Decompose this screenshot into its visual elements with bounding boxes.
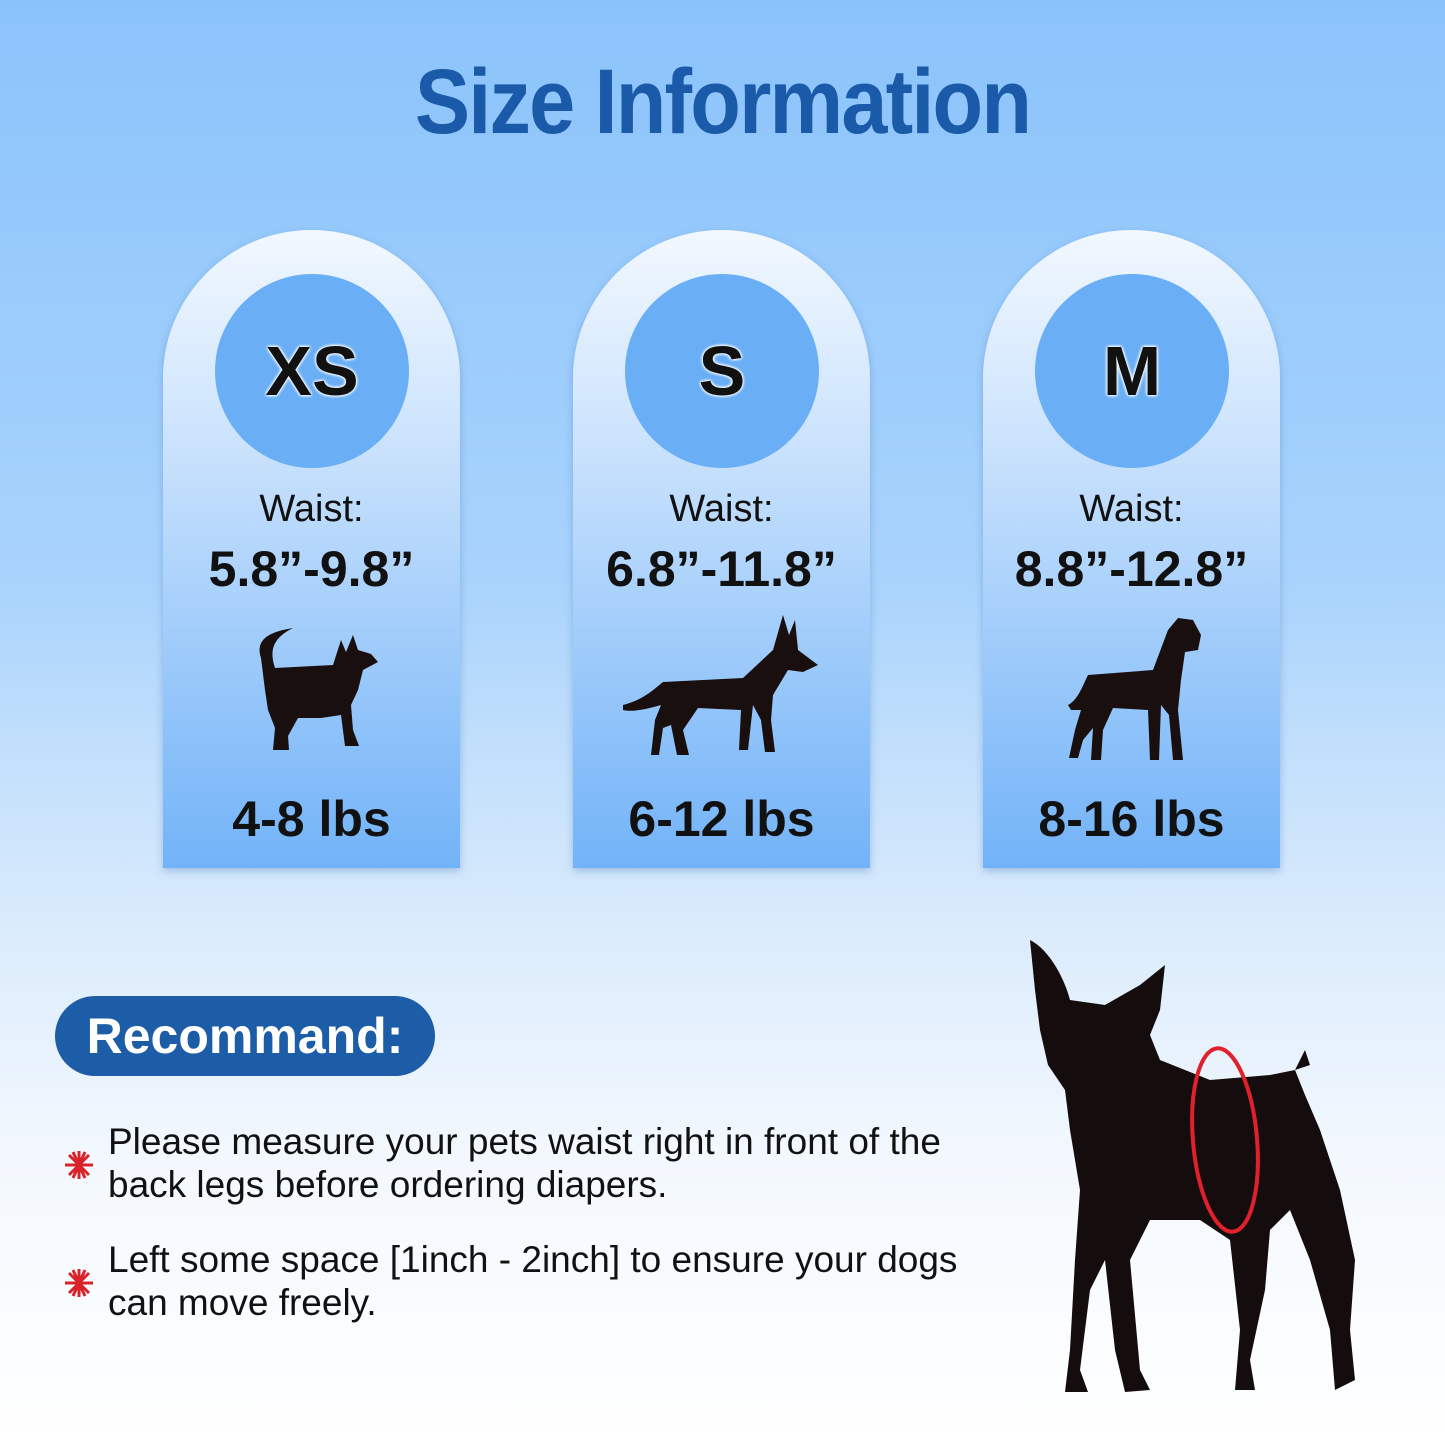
red-burst-bullet-icon (65, 1151, 93, 1179)
size-circle: S (625, 274, 819, 468)
red-burst-bullet-icon (65, 1269, 93, 1297)
tip-measure-waist: Please measure your pets waist right in … (108, 1121, 941, 1205)
weight-range: 6-12 lbs (628, 791, 815, 847)
shepherd-silhouette-icon (623, 615, 818, 755)
waist-range: 5.8”-9.8” (208, 541, 415, 597)
size-circle: XS (215, 274, 409, 468)
size-label: M (1102, 332, 1162, 410)
page-title: Size Information (414, 51, 1032, 153)
waist-label: Waist: (669, 488, 774, 530)
chihuahua-silhouette-icon (259, 628, 378, 750)
size-card-m: M Waist: 8.8”-12.8” 8-16 lbs (983, 230, 1280, 868)
size-circle: M (1035, 274, 1229, 468)
weight-range: 4-8 lbs (232, 791, 391, 847)
size-card-s: S Waist: 6.8”-11.8” 6-12 lbs (573, 230, 870, 868)
waist-label: Waist: (1079, 488, 1184, 530)
weight-range: 8-16 lbs (1038, 791, 1225, 847)
size-label: XS (265, 332, 359, 410)
waist-ring (1190, 1046, 1260, 1234)
waist-range: 6.8”-11.8” (606, 541, 837, 597)
dog-waist-measurement-illustration (1030, 940, 1355, 1392)
waist-range: 8.8”-12.8” (1014, 541, 1249, 597)
size-label: S (698, 332, 746, 410)
tip-leave-space: Left some space [1inch - 2inch] to ensur… (108, 1239, 958, 1323)
size-card-xs: XS Waist: 5.8”-9.8” 4-8 lbs (163, 230, 460, 868)
waist-label: Waist: (259, 488, 364, 530)
recommend-badge: Recommand: (55, 996, 435, 1076)
great-dane-silhouette-icon (1068, 618, 1201, 760)
